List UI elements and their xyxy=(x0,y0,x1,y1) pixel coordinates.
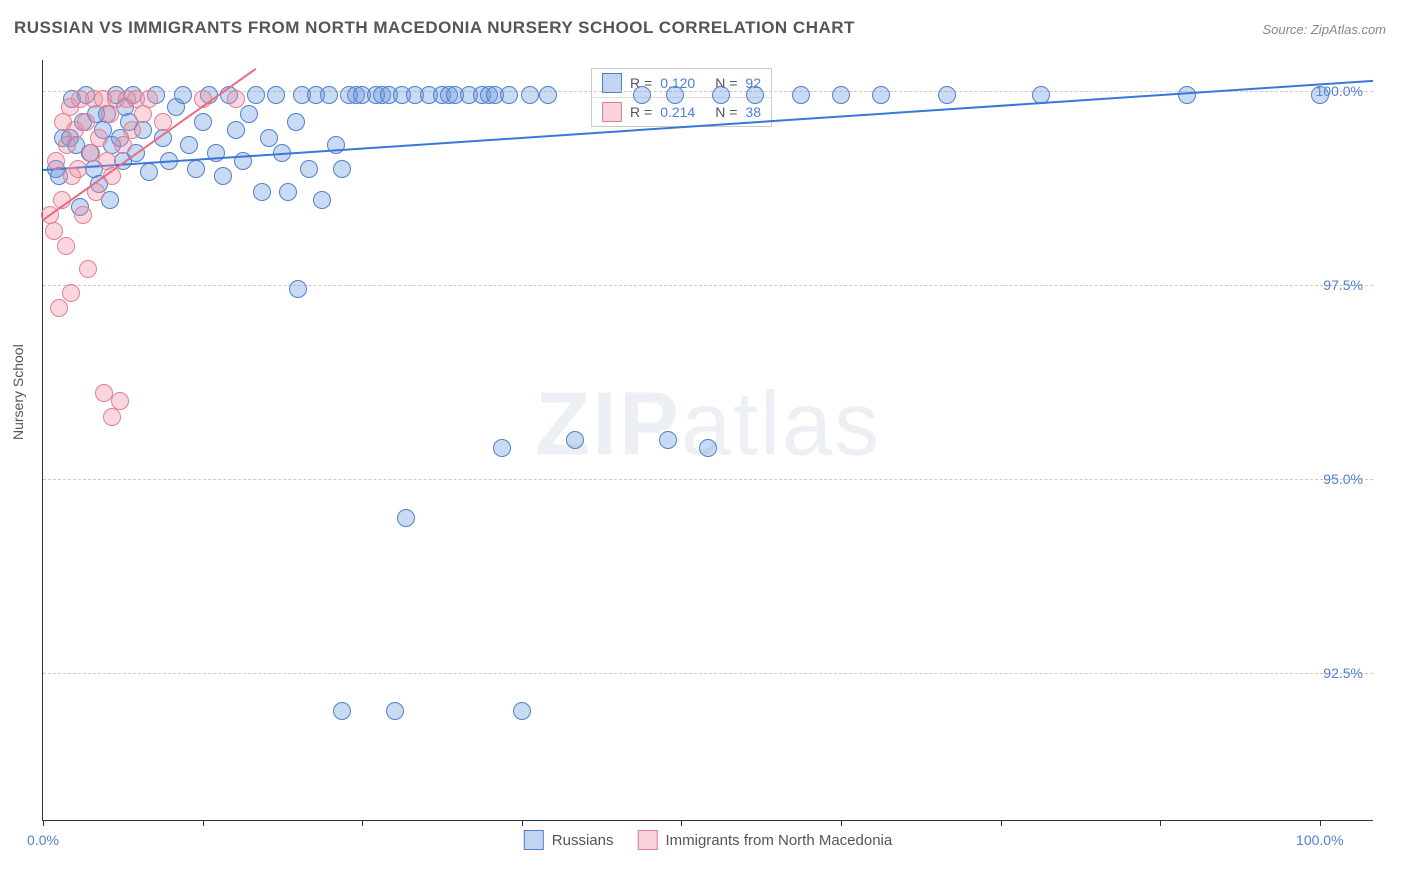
legend-swatch-icon xyxy=(602,73,622,93)
data-point xyxy=(90,129,108,147)
data-point xyxy=(279,183,297,201)
data-point xyxy=(140,90,158,108)
x-tick xyxy=(841,820,842,826)
data-point xyxy=(123,121,141,139)
data-point xyxy=(300,160,318,178)
legend-swatch-icon xyxy=(602,102,622,122)
data-point xyxy=(521,86,539,104)
data-point xyxy=(227,121,245,139)
y-tick-label: 97.5% xyxy=(1323,277,1363,293)
data-point xyxy=(101,105,119,123)
data-point xyxy=(77,113,95,131)
data-point xyxy=(174,86,192,104)
data-point xyxy=(57,237,75,255)
data-point xyxy=(712,86,730,104)
data-point xyxy=(513,702,531,720)
gridline xyxy=(43,285,1373,286)
data-point xyxy=(1178,86,1196,104)
data-point xyxy=(103,408,121,426)
data-point xyxy=(872,86,890,104)
data-point xyxy=(47,152,65,170)
data-point xyxy=(50,299,68,317)
scatter-chart: ZIPatlas R = 0.120N = 92R = 0.214N = 38 … xyxy=(42,60,1373,821)
data-point xyxy=(180,136,198,154)
x-tick xyxy=(362,820,363,826)
gridline xyxy=(43,673,1373,674)
data-point xyxy=(227,90,245,108)
legend-item: Immigrants from North Macedonia xyxy=(637,830,892,850)
x-tick xyxy=(1001,820,1002,826)
x-tick-label: 0.0% xyxy=(27,832,59,848)
data-point xyxy=(134,105,152,123)
data-point xyxy=(746,86,764,104)
x-tick xyxy=(203,820,204,826)
data-point xyxy=(699,439,717,457)
x-tick-label: 100.0% xyxy=(1296,832,1343,848)
stat-r-value: 0.214 xyxy=(660,104,695,120)
data-point xyxy=(140,163,158,181)
source-label: Source: ZipAtlas.com xyxy=(1262,22,1386,37)
x-tick xyxy=(43,820,44,826)
data-point xyxy=(493,439,511,457)
y-tick-label: 92.5% xyxy=(1323,665,1363,681)
data-point xyxy=(62,284,80,302)
data-point xyxy=(938,86,956,104)
data-point xyxy=(114,136,132,154)
data-point xyxy=(240,105,258,123)
data-point xyxy=(267,86,285,104)
legend-item: Russians xyxy=(524,830,614,850)
data-point xyxy=(289,280,307,298)
stat-label: R = xyxy=(630,104,652,120)
data-point xyxy=(187,160,205,178)
data-point xyxy=(333,160,351,178)
data-point xyxy=(260,129,278,147)
data-point xyxy=(500,86,518,104)
data-point xyxy=(320,86,338,104)
legend: Russians Immigrants from North Macedonia xyxy=(524,830,892,850)
data-point xyxy=(194,113,212,131)
data-point xyxy=(1311,86,1329,104)
data-point xyxy=(397,509,415,527)
data-point xyxy=(79,260,97,278)
data-point xyxy=(832,86,850,104)
data-point xyxy=(386,702,404,720)
data-point xyxy=(287,113,305,131)
legend-label: Russians xyxy=(552,832,614,849)
legend-swatch-icon xyxy=(637,830,657,850)
data-point xyxy=(633,86,651,104)
data-point xyxy=(247,86,265,104)
y-axis-label: Nursery School xyxy=(10,344,26,440)
legend-label: Immigrants from North Macedonia xyxy=(665,832,892,849)
x-tick xyxy=(1320,820,1321,826)
x-tick xyxy=(1160,820,1161,826)
data-point xyxy=(253,183,271,201)
data-point xyxy=(792,86,810,104)
gridline xyxy=(43,479,1373,480)
data-point xyxy=(659,431,677,449)
data-point xyxy=(313,191,331,209)
legend-swatch-icon xyxy=(524,830,544,850)
chart-title: RUSSIAN VS IMMIGRANTS FROM NORTH MACEDON… xyxy=(14,18,855,38)
stat-label: N = xyxy=(715,104,737,120)
stat-n-value: 38 xyxy=(745,104,761,120)
data-point xyxy=(45,222,63,240)
y-tick-label: 95.0% xyxy=(1323,471,1363,487)
x-tick xyxy=(522,820,523,826)
watermark: ZIPatlas xyxy=(535,373,881,476)
data-point xyxy=(333,702,351,720)
data-point xyxy=(69,160,87,178)
data-point xyxy=(74,206,92,224)
data-point xyxy=(214,167,232,185)
data-point xyxy=(539,86,557,104)
data-point xyxy=(666,86,684,104)
x-tick xyxy=(681,820,682,826)
data-point xyxy=(58,136,76,154)
data-point xyxy=(566,431,584,449)
